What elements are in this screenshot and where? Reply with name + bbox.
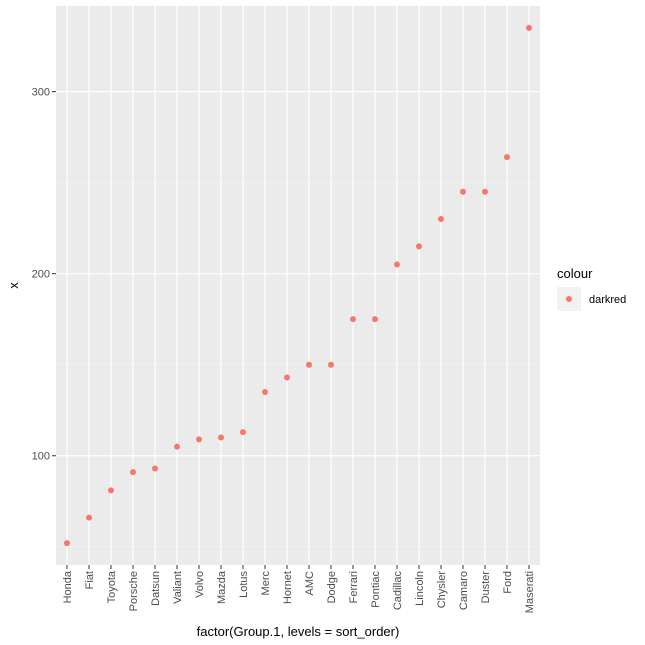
x-tick-label: Fiat	[84, 571, 96, 589]
data-point	[416, 243, 422, 250]
y-tick-label: 200	[32, 269, 50, 281]
x-tick-label: Valiant	[172, 571, 184, 604]
data-point	[306, 361, 312, 368]
data-point	[482, 188, 488, 195]
x-tick-label: Merc	[260, 571, 272, 596]
x-tick-label: Maserati	[524, 571, 536, 613]
x-tick-label: Ford	[502, 571, 514, 594]
legend: colour darkred	[557, 266, 626, 311]
data-point	[460, 188, 466, 195]
x-tick-label: Dodge	[326, 571, 338, 603]
plot-panel	[56, 6, 540, 565]
x-axis: Honda Fiat Toyota Porsche Datsun Valiant Volvo…	[62, 565, 536, 613]
data-point	[284, 374, 290, 381]
data-point	[372, 316, 378, 323]
y-axis-title: x	[6, 282, 21, 289]
data-point	[86, 514, 92, 521]
x-tick-label: Camaro	[458, 571, 470, 610]
data-point	[526, 24, 532, 31]
legend-label: darkred	[589, 294, 626, 306]
data-point	[350, 316, 356, 323]
data-point	[152, 465, 158, 472]
legend-title: colour	[557, 266, 593, 281]
data-point	[174, 443, 180, 450]
x-tick-label: Lincoln	[414, 571, 426, 606]
data-point	[262, 389, 268, 396]
data-point	[130, 469, 136, 476]
x-tick-label: Ferrari	[348, 571, 360, 603]
x-tick-label: Duster	[480, 571, 492, 604]
data-point	[438, 216, 444, 223]
x-axis-title: factor(Group.1, levels = sort_order)	[197, 624, 400, 639]
x-tick-label: Cadillac	[392, 571, 404, 611]
x-tick-label: Honda	[62, 570, 74, 603]
x-tick-label: Hornet	[282, 571, 294, 604]
y-axis: 100 200 300	[32, 87, 56, 463]
x-tick-label: Toyota	[106, 570, 118, 603]
x-tick-label: Chysler	[436, 571, 448, 609]
y-tick-label: 300	[32, 87, 50, 99]
data-point	[108, 487, 114, 494]
x-tick-label: Datsun	[150, 571, 162, 606]
x-tick-label: Pontiac	[370, 571, 382, 608]
data-point	[218, 434, 224, 441]
x-tick-label: AMC	[304, 571, 316, 596]
data-point	[328, 361, 334, 368]
y-tick-label: 100	[32, 451, 50, 463]
legend-point	[566, 296, 572, 302]
x-tick-label: Porsche	[128, 571, 140, 611]
data-point	[394, 261, 400, 268]
data-point	[196, 436, 202, 443]
x-tick-label: Volvo	[194, 571, 206, 598]
data-point	[504, 154, 510, 161]
grid-lines	[56, 6, 540, 565]
data-points	[64, 24, 532, 547]
x-tick-label: Lotus	[238, 571, 250, 598]
data-point	[64, 540, 70, 547]
data-point	[240, 429, 246, 436]
x-tick-label: Mazda	[216, 570, 228, 604]
